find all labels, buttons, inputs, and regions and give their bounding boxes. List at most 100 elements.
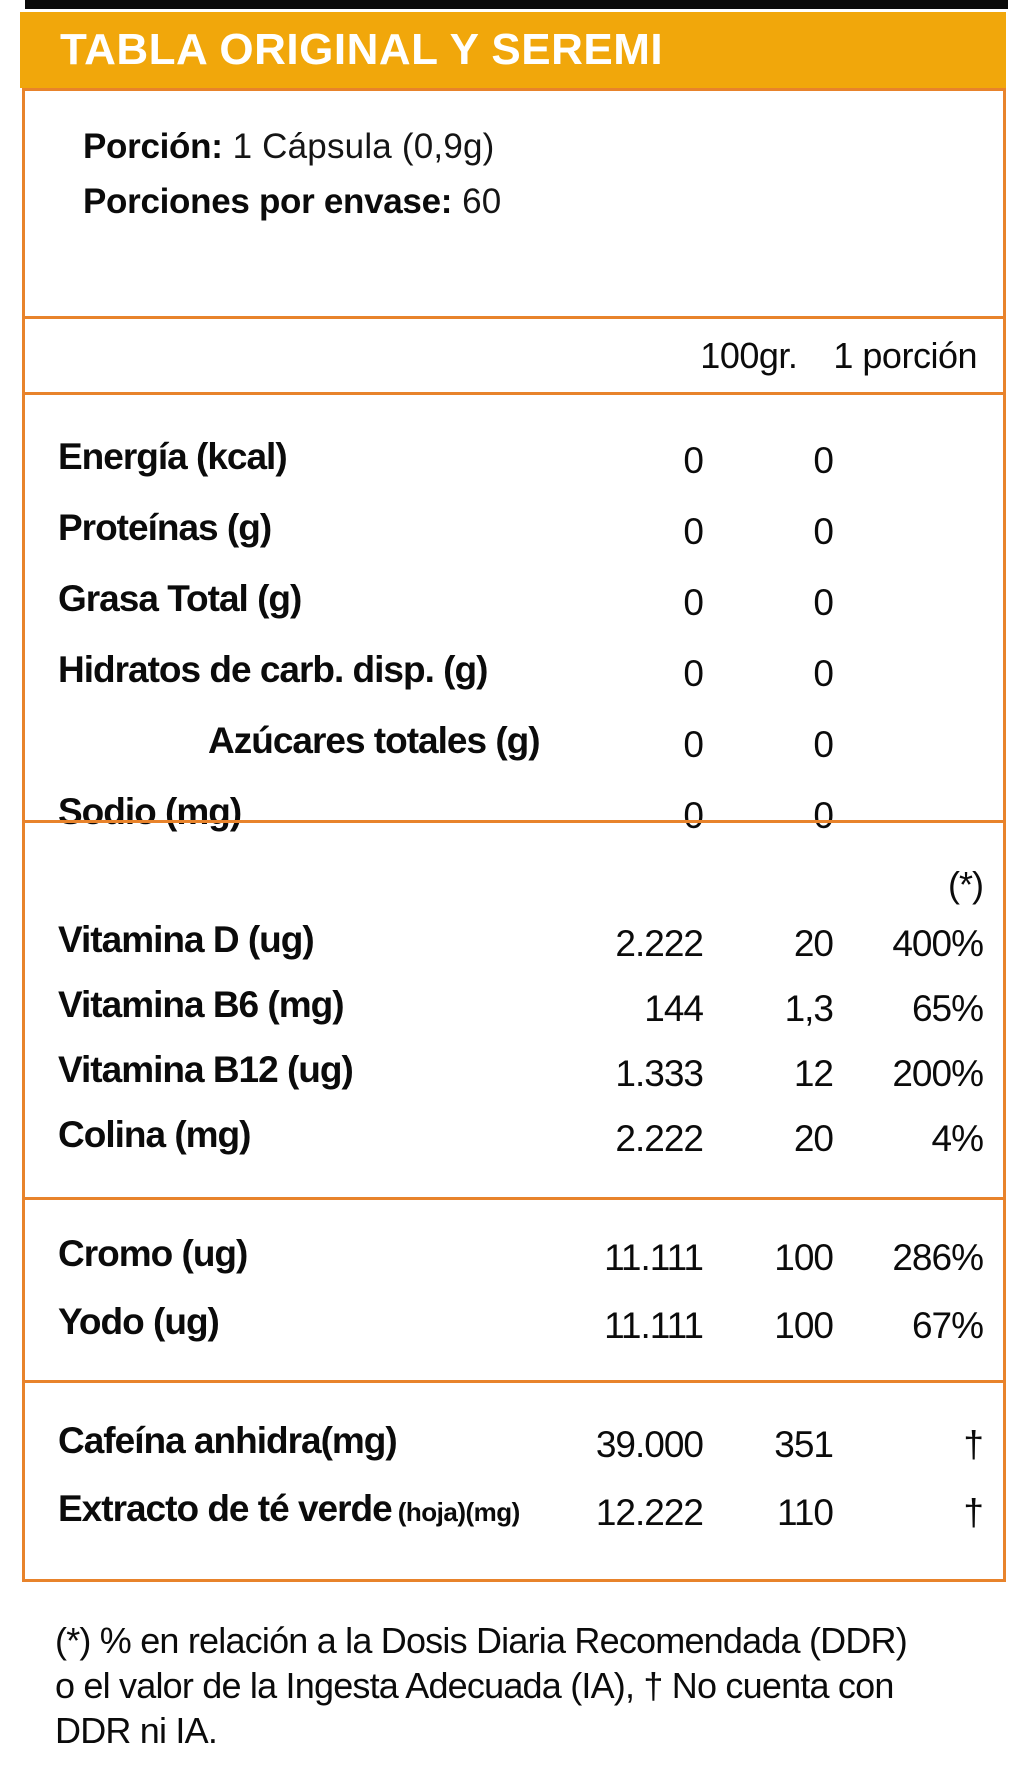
nutrient-name-cell: Yodo (ug) <box>25 1292 553 1360</box>
other-ingredients-table: Cafeína anhidra(mg) 39.000 351 † Extracto de… <box>25 1411 1003 1547</box>
table-row: Cafeína anhidra(mg) 39.000 351 † <box>25 1411 1003 1479</box>
value-per-portion: 100 <box>774 1305 834 1346</box>
value-per-100g: 0 <box>683 653 704 694</box>
table-row: Azúcares totales (g) 0 0 <box>25 709 1003 780</box>
value-per-100g: 0 <box>683 795 704 836</box>
nutrient-name: Cromo (ug) <box>58 1233 248 1274</box>
label-header: TABLA ORIGINAL Y SEREMI <box>20 12 1006 88</box>
value-per-portion: 20 <box>793 1118 834 1159</box>
value-per-portion: 0 <box>813 653 834 694</box>
vitamins-table: (*) Vitamina D (ug) 2.222 20 400% Vitamina B… <box>25 859 1003 1171</box>
value-per-portion: 0 <box>813 440 834 481</box>
nutrient-name-cell: Vitamina B6 (mg) <box>25 976 553 1041</box>
value-percent-ddr: 4% <box>931 1118 984 1159</box>
value-per-100g: 11.111 <box>604 1305 704 1346</box>
nutrient-name-cell: Proteínas (g) <box>25 496 553 567</box>
nutrient-name-cell: Vitamina B12 (ug) <box>25 1041 553 1106</box>
value-per-100g: 11.111 <box>604 1237 704 1278</box>
nutrient-name: Proteínas (g) <box>58 507 272 548</box>
table-row: Sodio (mg) 0 0 <box>25 780 1003 851</box>
minerals-table: Cromo (ug) 11.111 100 286% Yodo (ug) 11.111 10… <box>25 1224 1003 1360</box>
nutrient-name-cell: Energía (kcal) <box>25 425 553 496</box>
column-header-per-portion: 1 porción <box>833 334 977 376</box>
footnote-line: (*) % en relación a la Dosis Diaria Reco… <box>55 1620 908 1661</box>
value-percent-ddr: 67% <box>911 1305 984 1346</box>
value-per-portion: 100 <box>774 1237 834 1278</box>
nutrient-name: Grasa Total (g) <box>58 578 302 619</box>
value-percent-ddr <box>833 638 1003 709</box>
value-per-100g: 12.222 <box>595 1492 704 1533</box>
nutrient-name-cell: Grasa Total (g) <box>25 567 553 638</box>
value-per-100g: 0 <box>683 582 704 623</box>
table-row: Grasa Total (g) 0 0 <box>25 567 1003 638</box>
nutrient-name-cell: Cromo (ug) <box>25 1224 553 1292</box>
value-percent-ddr <box>833 496 1003 567</box>
nutrient-name: Vitamina B6 (mg) <box>58 984 345 1025</box>
serving-section: Porción: 1 Cápsula (0,9g) Porciones por e… <box>25 91 1003 316</box>
value-per-portion: 0 <box>813 795 834 836</box>
value-percent-ddr: 400% <box>892 923 984 964</box>
footnote: (*) % en relación a la Dosis Diaria Reco… <box>55 1618 1007 1753</box>
value-per-100g: 0 <box>683 440 704 481</box>
value-percent-ddr: † <box>963 1492 984 1533</box>
nutrient-name: Vitamina D (ug) <box>58 919 315 960</box>
value-per-100g: 144 <box>644 988 704 1029</box>
table-row: Proteínas (g) 0 0 <box>25 496 1003 567</box>
minerals-section: Cromo (ug) 11.111 100 286% Yodo (ug) 11.111 10… <box>25 1197 1003 1380</box>
value-per-100g: 39.000 <box>595 1424 704 1465</box>
other-ingredients-section: Cafeína anhidra(mg) 39.000 351 † Extracto de… <box>25 1380 1003 1579</box>
footnote-line: DDR ni IA. <box>55 1710 218 1751</box>
table-row: Vitamina B12 (ug) 1.333 12 200% <box>25 1041 1003 1106</box>
table-row: Vitamina D (ug) 2.222 20 400% <box>25 911 1003 976</box>
value-per-portion: 0 <box>813 724 834 765</box>
nutrient-name: Colina (mg) <box>58 1114 251 1155</box>
nutrient-name: Extracto de té verde <box>58 1488 393 1529</box>
value-percent-ddr: 286% <box>892 1237 984 1278</box>
portion-value: 1 Cápsula (0,9g) <box>232 127 495 166</box>
table-row: Extracto de té verde (hoja)(mg) 12.222 110 † <box>25 1479 1003 1547</box>
value-per-portion: 12 <box>793 1053 834 1094</box>
nutrient-name-cell: Cafeína anhidra(mg) <box>25 1411 553 1479</box>
value-per-portion: 0 <box>813 511 834 552</box>
nutrient-name-cell: Vitamina D (ug) <box>25 911 553 976</box>
macronutrients-table: Energía (kcal) 0 0 Proteínas (g) 0 0 Grasa Tot… <box>25 425 1003 851</box>
value-per-portion: 0 <box>813 582 834 623</box>
servings-label: Porciones por envase: <box>83 182 453 221</box>
nutrient-name-cell: Sodio (mg) <box>25 780 553 851</box>
value-per-portion: 351 <box>774 1424 834 1465</box>
ddr-marker: (*) <box>948 864 984 905</box>
table-row: Vitamina B6 (mg) 144 1,3 65% <box>25 976 1003 1041</box>
servings-per-container-line: Porciones por envase: 60 <box>83 174 1003 229</box>
label-title: TABLA ORIGINAL Y SEREMI <box>60 25 664 74</box>
value-per-100g: 0 <box>683 511 704 552</box>
value-per-portion: 20 <box>793 923 834 964</box>
value-per-100g: 2.222 <box>615 923 704 964</box>
table-row: Colina (mg) 2.222 20 4% <box>25 1106 1003 1171</box>
nutrient-name: Azúcares totales (g) <box>208 720 541 761</box>
nutrient-name: Yodo (ug) <box>58 1301 220 1342</box>
ddr-marker-row: (*) <box>25 859 1003 911</box>
value-percent-ddr: 200% <box>892 1053 984 1094</box>
value-percent-ddr: † <box>963 1424 984 1465</box>
table-row: Yodo (ug) 11.111 100 67% <box>25 1292 1003 1360</box>
portion-line: Porción: 1 Cápsula (0,9g) <box>83 119 1003 174</box>
nutrient-name-cell: Hidratos de carb. disp. (g) <box>25 638 553 709</box>
macronutrients-section: Energía (kcal) 0 0 Proteínas (g) 0 0 Grasa Tot… <box>25 392 1003 836</box>
nutrient-name-cell: Extracto de té verde (hoja)(mg) <box>25 1479 553 1547</box>
nutrient-name-cell: Colina (mg) <box>25 1106 553 1171</box>
value-percent-ddr <box>833 425 1003 496</box>
nutrition-table-box: Porción: 1 Cápsula (0,9g) Porciones por e… <box>22 88 1006 1582</box>
table-row: Cromo (ug) 11.111 100 286% <box>25 1224 1003 1292</box>
footnote-line: o el valor de la Ingesta Adecuada (IA), … <box>55 1665 894 1706</box>
table-row: Energía (kcal) 0 0 <box>25 425 1003 496</box>
vitamins-section: (*) Vitamina D (ug) 2.222 20 400% Vitamina B… <box>25 820 1003 1197</box>
value-per-portion: 1,3 <box>784 988 834 1029</box>
value-per-portion: 110 <box>777 1492 834 1533</box>
top-black-strip <box>25 0 1008 9</box>
value-per-100g: 1.333 <box>615 1053 704 1094</box>
nutrient-name: Sodio (mg) <box>58 791 242 832</box>
nutrient-name-cell: Azúcares totales (g) <box>25 709 553 780</box>
portion-label: Porción: <box>83 127 223 166</box>
servings-value: 60 <box>462 182 502 221</box>
